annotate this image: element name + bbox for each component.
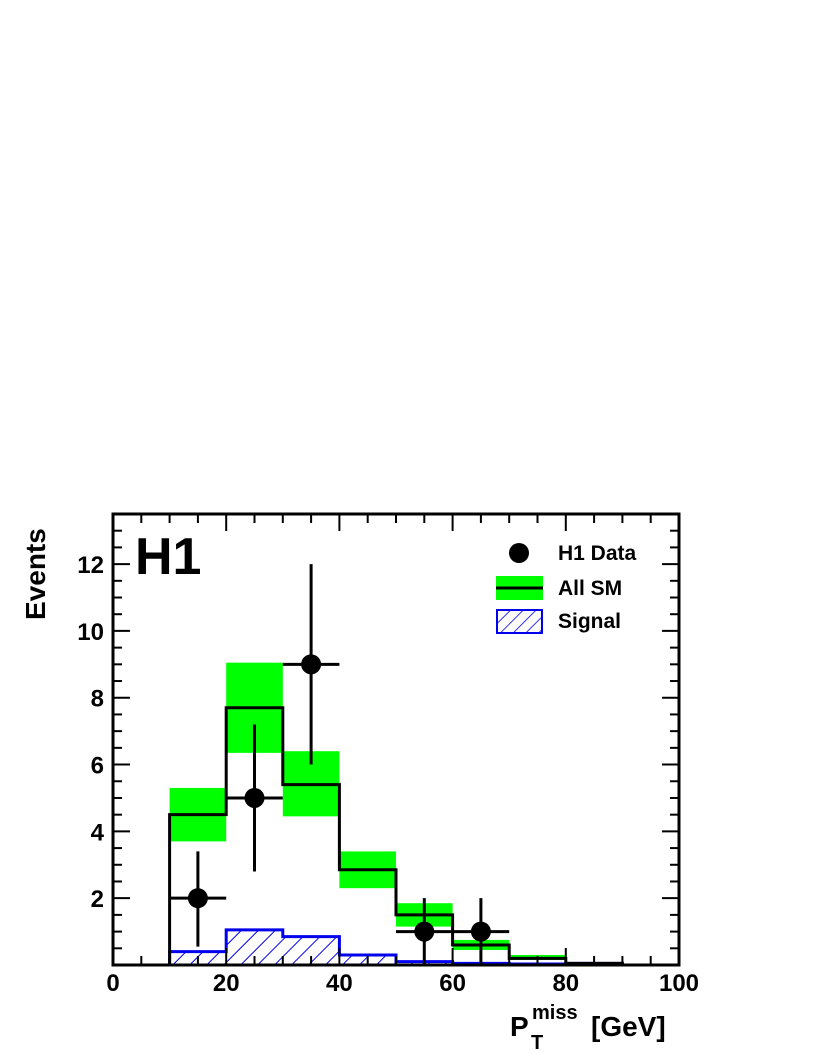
y-tick-label: 4	[91, 819, 105, 846]
x-tick-label: 20	[213, 970, 240, 997]
data-point-marker	[301, 654, 322, 675]
y-tick-label: 2	[91, 886, 104, 913]
y-axis-ticks: 2 4 6 8 10 12	[77, 513, 679, 950]
y-tick-label: 8	[91, 686, 104, 713]
y-tick-label: 12	[77, 552, 104, 579]
data-point-marker	[470, 921, 491, 942]
legend-entry-signal: Signal	[496, 609, 621, 634]
x-axis-title-main: P	[510, 1011, 529, 1042]
legend-signal-label: Signal	[558, 610, 621, 633]
legend-signal-swatch	[496, 609, 543, 634]
y-axis-title: Events	[20, 528, 51, 620]
x-tick-label: 80	[552, 970, 579, 997]
data-point	[282, 564, 340, 765]
experiment-label: H1	[135, 528, 201, 586]
data-point-marker	[244, 787, 265, 808]
legend-entry-data: H1 Data	[509, 542, 637, 565]
legend-data-marker	[509, 543, 529, 563]
legend-entry-sm: All SM	[496, 576, 622, 600]
x-tick-label: 60	[439, 970, 466, 997]
data-point-marker	[187, 888, 208, 909]
data-points	[169, 564, 510, 965]
x-axis-title-unit: [GeV]	[591, 1011, 666, 1042]
data-point-marker	[414, 921, 435, 942]
x-axis-title-sup: miss	[532, 1002, 578, 1024]
data-point	[226, 724, 283, 872]
x-tick-label: 100	[659, 970, 699, 997]
x-axis-ticks: 0 20 40 60 80 100	[106, 514, 699, 997]
y-tick-label: 10	[77, 619, 104, 646]
data-point	[452, 898, 510, 965]
legend-data-label: H1 Data	[558, 542, 637, 565]
x-axis-title: P miss T [GeV]	[510, 1002, 666, 1053]
y-tick-label: 6	[91, 753, 104, 780]
legend-sm-label: All SM	[558, 577, 622, 600]
x-tick-label: 40	[326, 970, 353, 997]
legend: H1 Data All SM Signal	[496, 542, 637, 634]
data-point	[396, 898, 453, 965]
x-axis-title-sub: T	[531, 1032, 543, 1053]
x-tick-label: 0	[106, 970, 119, 997]
data-point	[169, 851, 227, 947]
